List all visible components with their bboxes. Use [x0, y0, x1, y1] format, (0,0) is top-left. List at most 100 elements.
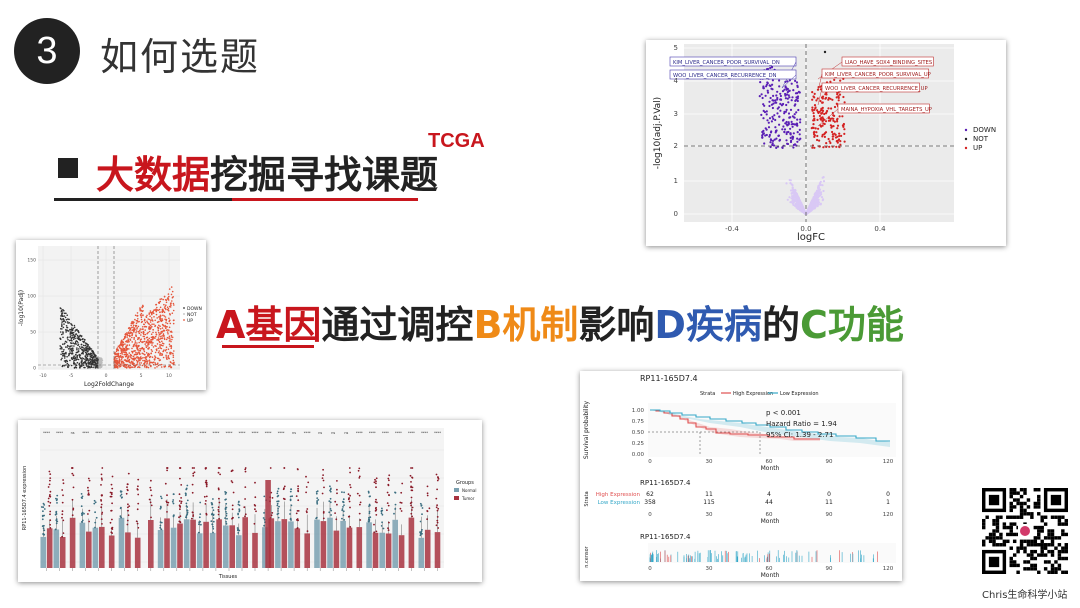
jitter-point	[437, 527, 440, 529]
point-down	[81, 365, 83, 367]
point-up	[116, 355, 119, 358]
point-up	[148, 318, 151, 321]
point-down	[759, 81, 762, 84]
point-down	[68, 330, 70, 332]
point-down	[779, 109, 782, 112]
legend-label: NOT	[973, 135, 989, 143]
jitter-point	[179, 477, 181, 480]
qr-module	[1009, 494, 1013, 499]
box-normal	[40, 536, 47, 568]
qr-module	[1009, 525, 1013, 530]
point-up	[170, 346, 173, 348]
point-up	[162, 344, 164, 347]
point-down	[784, 97, 787, 100]
jitter-point	[388, 521, 390, 524]
point-up	[131, 334, 133, 337]
jitter-point	[54, 513, 57, 516]
point-up	[130, 324, 132, 327]
box-tumor	[372, 532, 379, 568]
point-down	[82, 344, 85, 347]
jitter-point	[88, 520, 90, 523]
qr-module	[1043, 522, 1048, 526]
qr-code[interactable]	[982, 488, 1068, 574]
qr-module	[1009, 505, 1013, 509]
jitter-point	[283, 467, 286, 469]
point-up	[132, 324, 135, 327]
legend-label: DOWN	[973, 126, 996, 134]
point-up	[811, 146, 814, 149]
point-up	[823, 135, 826, 138]
jitter-point	[199, 501, 202, 504]
point-up	[835, 145, 838, 148]
point-down	[65, 325, 68, 327]
point-down	[793, 143, 797, 146]
jitter-point	[72, 508, 75, 511]
qr-module	[988, 536, 993, 540]
point-up	[125, 345, 127, 348]
point-down	[71, 334, 73, 337]
point-not	[791, 184, 794, 187]
point-up	[147, 342, 150, 344]
point-up	[836, 141, 839, 144]
point-down	[773, 138, 776, 141]
point-up	[161, 340, 163, 343]
jitter-point	[191, 483, 194, 486]
qr-module	[1047, 532, 1051, 537]
significance-marker: ****	[434, 431, 441, 435]
jitter-point	[137, 493, 140, 496]
jitter-point	[369, 495, 371, 498]
qr-module	[1043, 543, 1048, 547]
point-up	[135, 353, 138, 356]
point-down	[70, 342, 73, 345]
jitter-point	[210, 502, 213, 504]
jitter-point	[411, 477, 414, 479]
point-down	[773, 114, 776, 117]
point-not	[821, 176, 824, 179]
jitter-point	[263, 518, 266, 521]
qr-module	[1047, 570, 1051, 574]
point-up	[140, 312, 143, 315]
point-up	[160, 335, 162, 338]
point-up	[126, 344, 128, 346]
point-down	[793, 104, 796, 107]
jitter-point	[193, 471, 196, 474]
jitter-point	[111, 502, 113, 505]
point-down	[59, 345, 61, 347]
point-up	[117, 354, 120, 356]
point-down	[75, 354, 77, 356]
jitter-point	[55, 519, 58, 522]
point-up	[161, 331, 164, 333]
jitter-point	[237, 512, 240, 515]
jitter-point	[80, 505, 83, 508]
point-up	[813, 96, 816, 99]
jitter-point	[411, 509, 413, 511]
jitter-point	[283, 485, 286, 488]
point-down	[78, 346, 81, 348]
jitter-point	[149, 501, 152, 504]
qr-module	[1012, 515, 1017, 519]
point-up	[168, 337, 170, 339]
point-up	[839, 79, 842, 82]
topic-underline-accent	[232, 198, 418, 201]
qr-module	[1023, 539, 1027, 544]
point-up	[150, 365, 152, 368]
x-tick-label: -5	[69, 373, 74, 379]
point-down	[66, 346, 69, 348]
significance-marker: ****	[82, 431, 89, 435]
point-up	[164, 318, 166, 320]
point-up	[148, 312, 151, 314]
jitter-point	[87, 492, 90, 495]
point-up	[150, 333, 153, 335]
jitter-point	[409, 502, 412, 505]
jitter-point	[278, 505, 280, 508]
point-not	[793, 194, 796, 197]
jitter-point	[437, 476, 439, 478]
jitter-point	[179, 515, 182, 518]
point-up	[148, 337, 151, 340]
point-up	[816, 109, 819, 112]
point-down	[77, 342, 79, 344]
point-up	[149, 356, 151, 359]
point-up	[159, 306, 162, 309]
point-up	[128, 334, 131, 337]
jitter-point	[419, 534, 422, 537]
